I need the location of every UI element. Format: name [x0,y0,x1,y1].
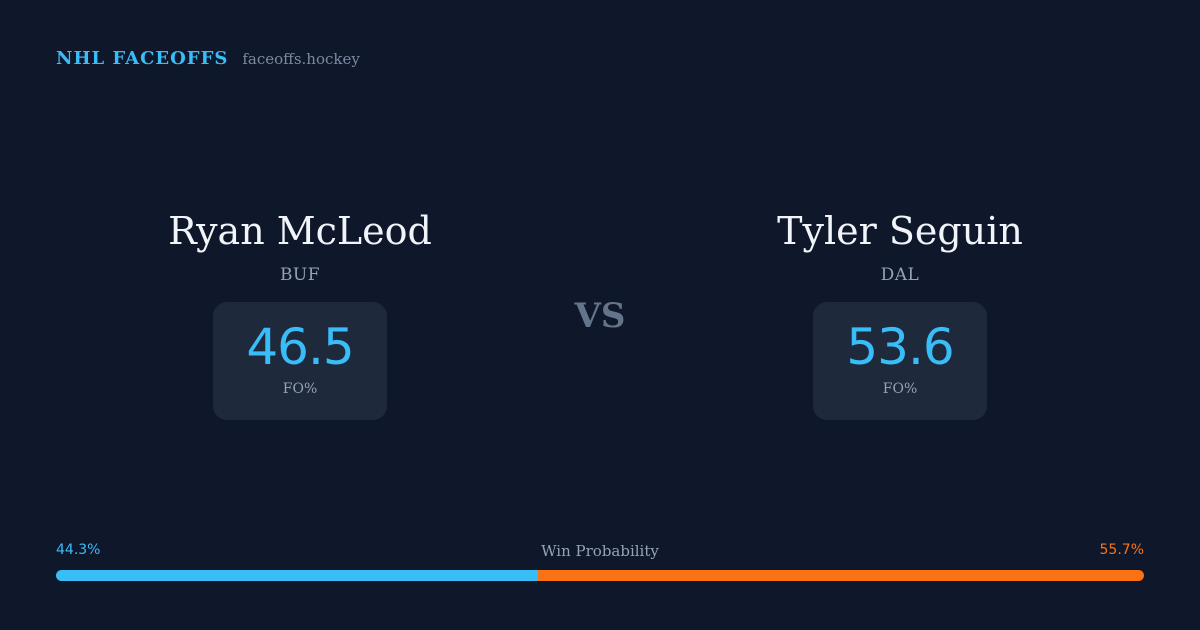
faceoff-percentage-value: 53.6 [846,318,954,376]
team-abbreviation: BUF [279,265,321,285]
player-card-right: Tyler Seguin DAL 53.6 FO% [670,204,1130,420]
brand-site: faceoffs.hockey [242,50,360,68]
win-probability-fill-left [56,570,538,581]
win-probability-left-label: 44.3% [56,542,101,558]
win-probability-bar [56,570,1144,581]
stat-card: 46.5 FO% [213,302,387,420]
stat-card: 53.6 FO% [813,302,987,420]
versus-label: VS [574,296,626,336]
faceoff-percentage-value: 46.5 [246,318,354,376]
faceoff-percentage-label: FO% [882,381,918,397]
brand-name: NHL FACEOFFS [56,48,229,69]
win-probability-right-label: 55.7% [1099,542,1144,558]
win-probability-title: Win Probability [541,542,659,560]
win-probability-labels: 44.3% Win Probability 55.7% [56,542,1144,562]
faceoff-percentage-label: FO% [282,381,318,397]
player-name: Ryan McLeod [168,209,432,253]
player-name: Tyler Seguin [777,209,1023,253]
player-card-left: Ryan McLeod BUF 46.5 FO% [70,204,530,420]
brand-header: NHL FACEOFFS faceoffs.hockey [56,48,360,74]
team-abbreviation: DAL [880,265,920,285]
win-probability-fill-right [537,570,1144,581]
